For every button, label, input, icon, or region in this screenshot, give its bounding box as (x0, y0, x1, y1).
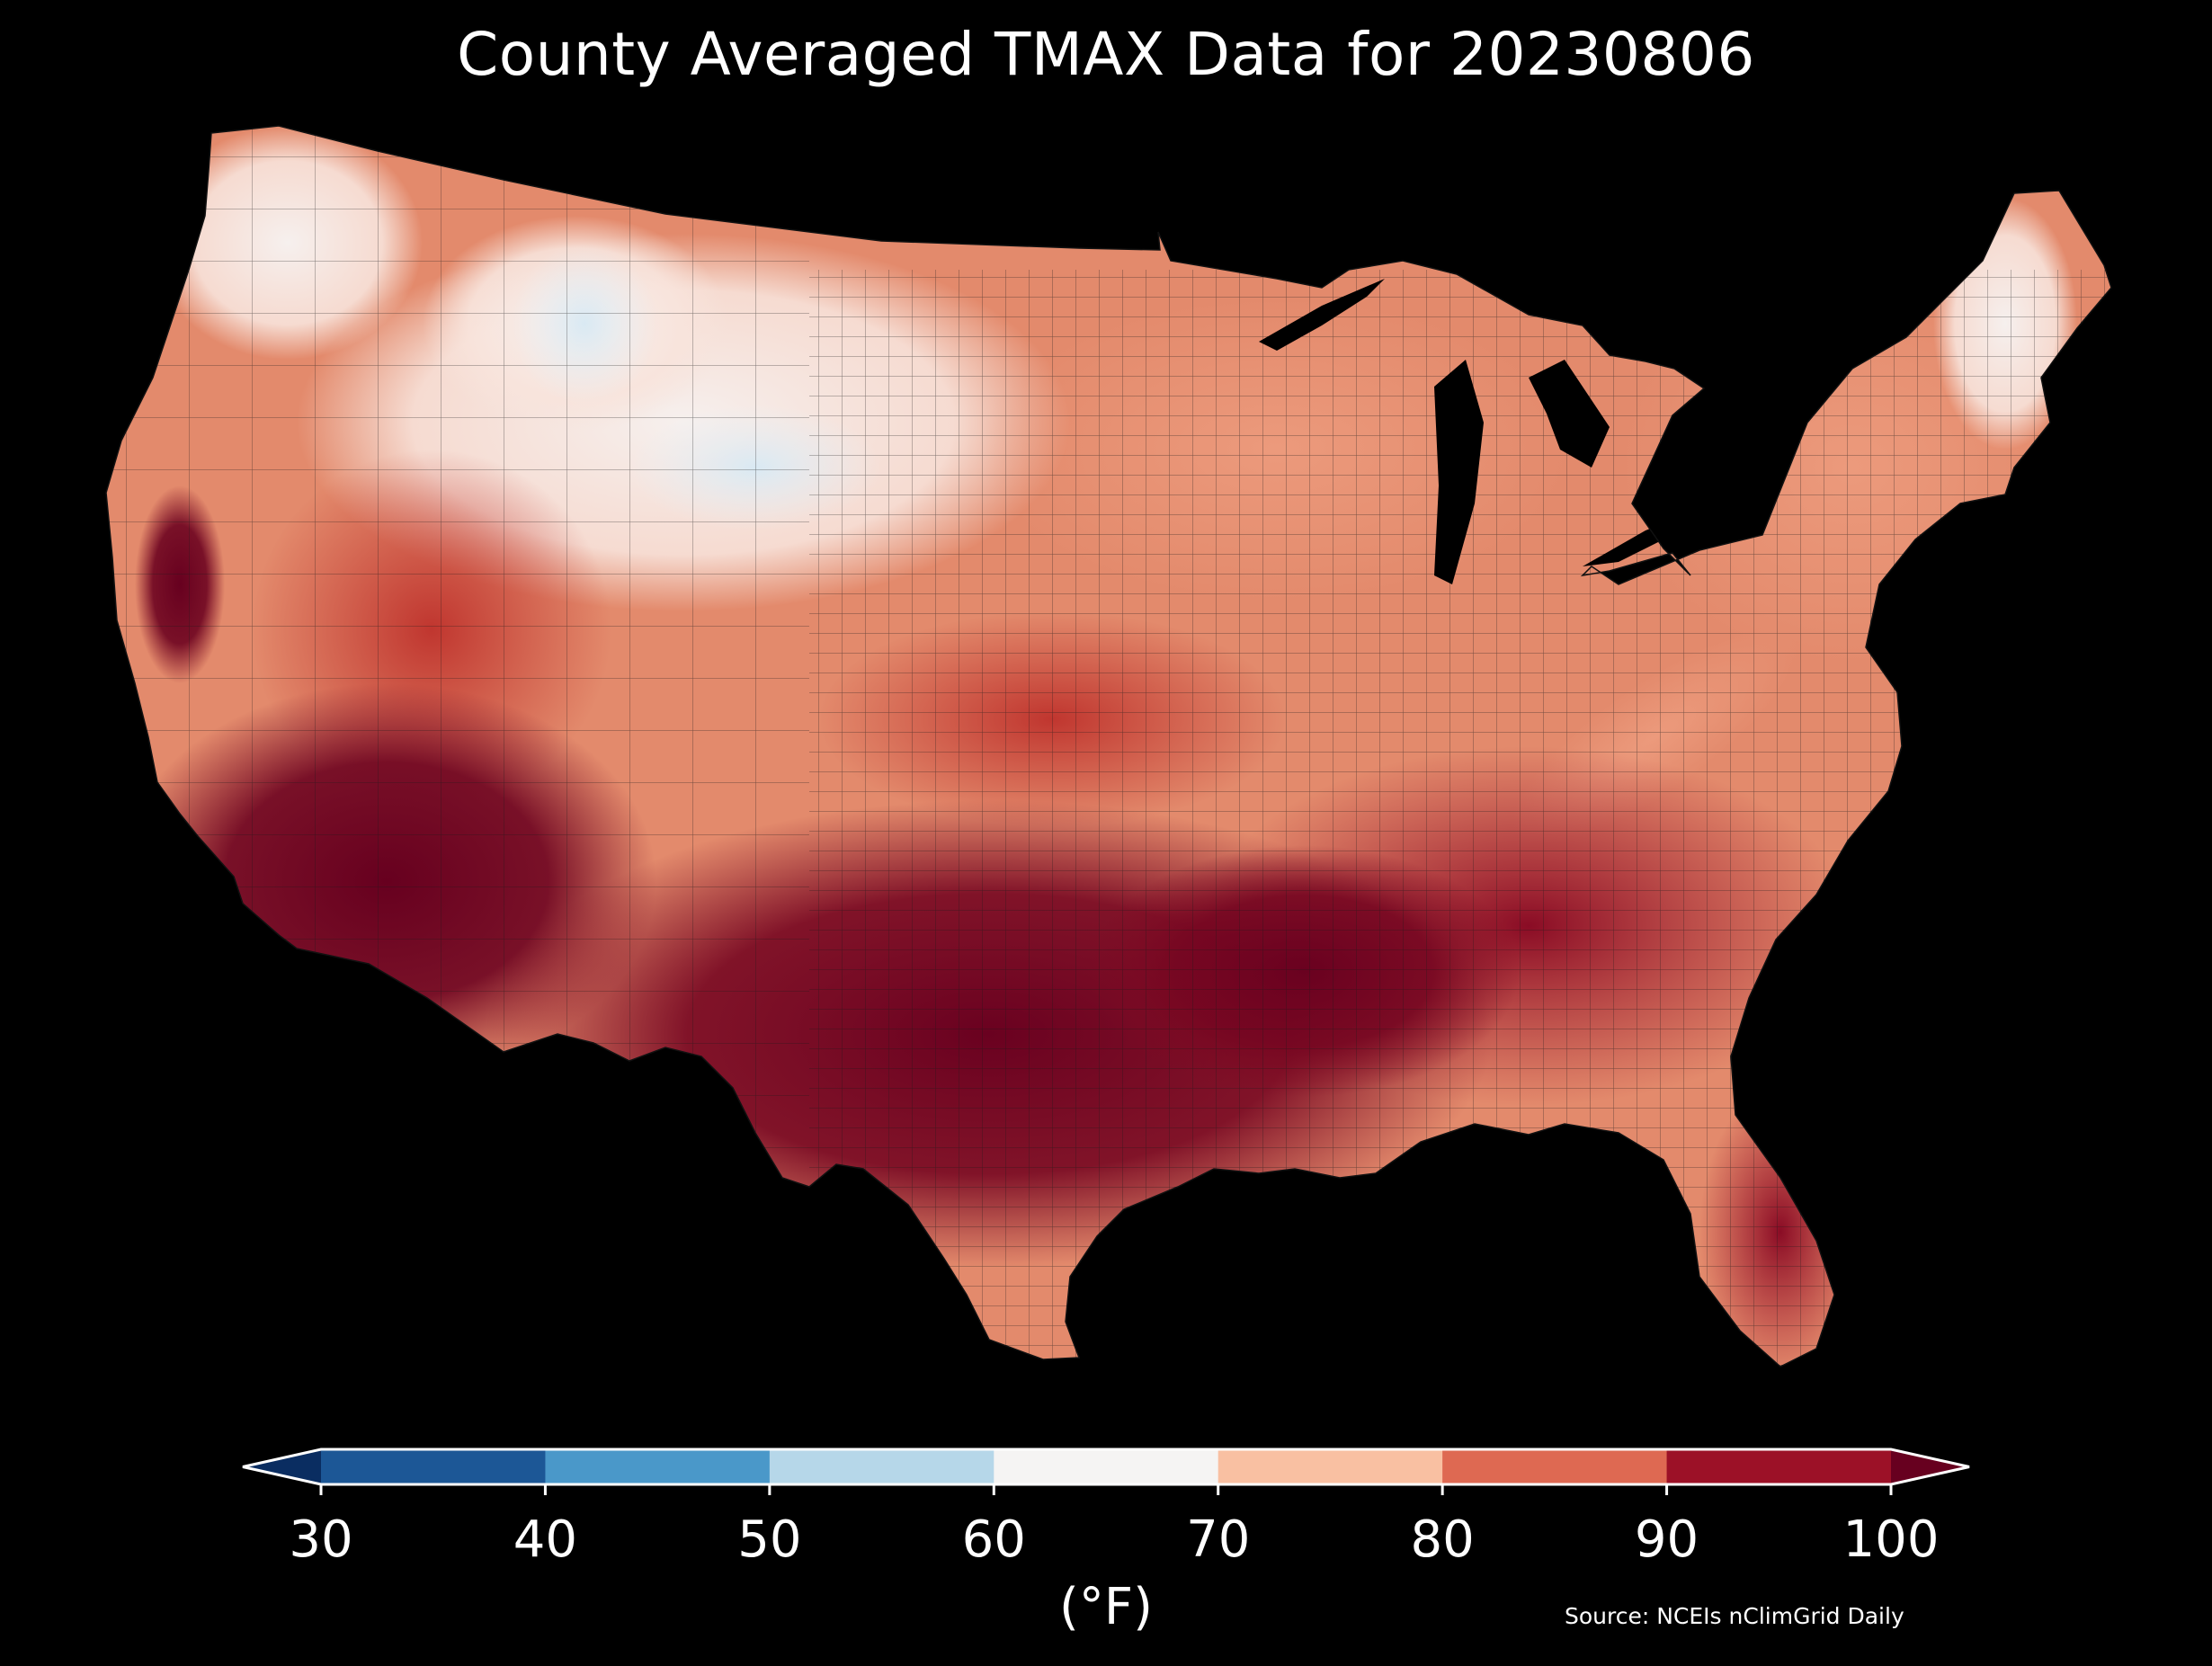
colorbar-bin-60-70 (994, 1449, 1219, 1484)
source-credit: Source: NCEIs nClimGrid Daily (1565, 1603, 1904, 1629)
colorbar-tick-label-60: 60 (961, 1510, 1026, 1569)
colorbar-bin-70-80 (1217, 1449, 1443, 1484)
colorbar-tick-label-40: 40 (513, 1510, 578, 1569)
colorbar-over-triangle (1891, 1449, 1969, 1484)
colorbar-tick-label-30: 30 (289, 1510, 353, 1569)
colorbar-tick-label-70: 70 (1186, 1510, 1251, 1569)
map-title: County Averaged TMAX Data for 20230806 (457, 20, 1755, 89)
colorbar-bin-90-100 (1666, 1449, 1892, 1484)
lake-michigan (1434, 360, 1484, 584)
colorbar-under-triangle (243, 1449, 321, 1484)
colorbar-bin-50-60 (769, 1449, 995, 1484)
colorbar-tick-label-90: 90 (1634, 1510, 1699, 1569)
choropleth-map (105, 125, 2112, 1368)
colorbar-unit-label: (°F) (1059, 1578, 1153, 1636)
colorbar-tick-label-100: 100 (1842, 1510, 1940, 1569)
colorbar-bin-40-50 (545, 1449, 771, 1484)
great-lakes (1259, 279, 1762, 584)
lake-ontario (1690, 472, 1762, 493)
colorbar-tick-label-50: 50 (737, 1510, 802, 1569)
colorbar-bin-80-90 (1442, 1449, 1668, 1484)
lake-superior (1259, 279, 1385, 351)
lake-erie (1583, 512, 1690, 566)
lake-huron (1529, 360, 1610, 468)
colorbar-bin-30-40 (321, 1449, 546, 1484)
colorbar-tick-label-80: 80 (1410, 1510, 1475, 1569)
